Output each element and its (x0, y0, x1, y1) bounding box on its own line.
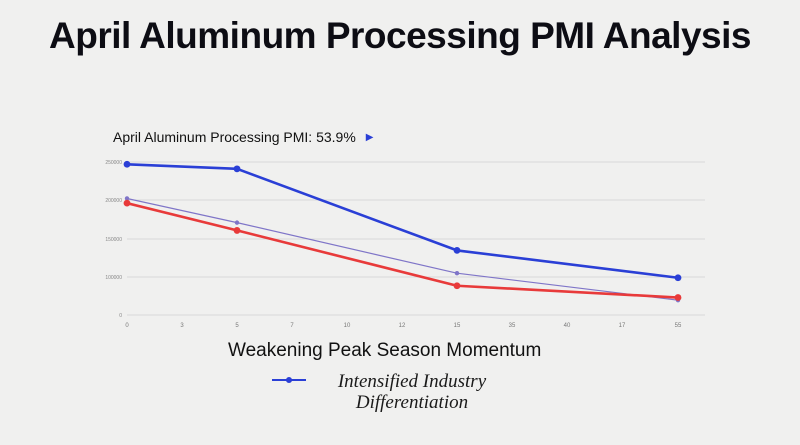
x-tick-label: 5 (235, 323, 239, 329)
data-point (453, 247, 461, 254)
pmi-subtitle: April Aluminum Processing PMI: 53.9% ▶ (113, 129, 373, 145)
x-tick-label: 35 (509, 323, 516, 329)
series-line (126, 197, 679, 301)
y-tick-label: 250000 (105, 160, 122, 166)
x-tick-label: 17 (619, 323, 626, 329)
x-tick-label: 0 (125, 323, 129, 329)
x-tick-label: 12 (399, 323, 406, 329)
legend-marker-icon (272, 377, 306, 383)
data-point (123, 160, 131, 168)
data-point (453, 282, 461, 290)
y-tick-label: 150000 (105, 237, 122, 243)
data-point (124, 196, 130, 201)
series-line (126, 201, 679, 299)
x-tick-label: 3 (180, 323, 184, 329)
data-point (233, 227, 241, 234)
x-tick-label: 40 (564, 323, 571, 329)
chart-annotation: Weakening Peak Season Momentum (228, 340, 542, 361)
legend-label: Intensified Industry Differentiation (337, 371, 487, 413)
data-point (454, 271, 460, 276)
x-tick-label: 10 (344, 323, 351, 329)
data-point (674, 274, 682, 282)
data-point (233, 165, 241, 173)
y-tick-label: 0 (119, 313, 122, 319)
x-tick-label: 7 (290, 323, 294, 329)
data-point (674, 294, 682, 301)
data-point (123, 199, 131, 207)
x-tick-label: 15 (454, 323, 461, 329)
subtitle-text: April Aluminum Processing PMI: 53.9% (113, 129, 356, 145)
legend: Intensified Industry Differentiation (272, 371, 512, 413)
series-line (126, 162, 679, 280)
data-point (234, 220, 240, 225)
y-tick-label: 200000 (105, 198, 122, 204)
chart-title: April Aluminum Processing PMI Analysis (49, 15, 751, 56)
x-tick-label: 55 (675, 323, 682, 329)
play-arrow-icon: ▶ (365, 131, 374, 143)
y-tick-label: 100000 (105, 275, 122, 281)
